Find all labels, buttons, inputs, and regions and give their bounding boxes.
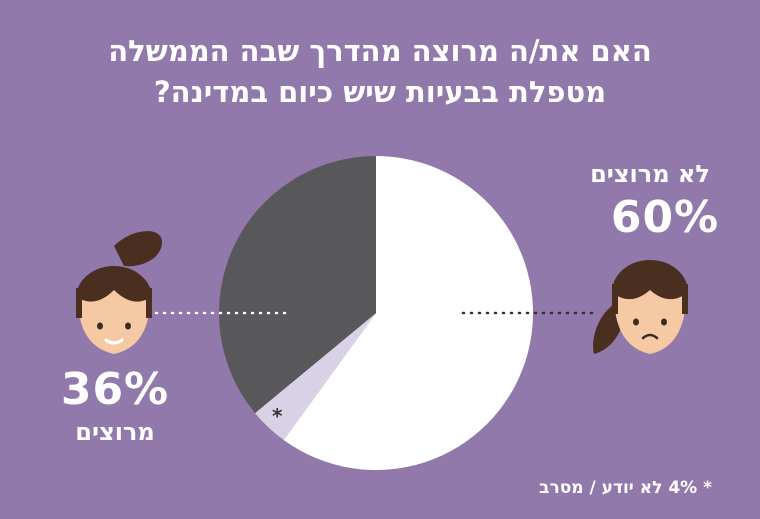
unsatisfied-percent-label: 60% [610, 192, 720, 243]
pie-slice-asterisk: * [272, 404, 283, 428]
satisfied-percent-label: 36% [60, 364, 170, 415]
unsatisfied-category-label: לא מרוצים [590, 160, 710, 188]
satisfied-face-icon [76, 231, 162, 354]
dont-know-footnote: * 4% לא יודע / מסרב [539, 478, 712, 498]
pie-slice-0 [283, 156, 533, 470]
unsatisfied-face-icon [593, 260, 688, 354]
satisfied-category-label: מרוצים [75, 418, 155, 446]
chart-title-line-2: מטפלת בבעיות שיש כיום במדינה? [153, 75, 607, 109]
chart-title-line-1: האם את/ה מרוצה מהדרך שבה הממשלה [108, 34, 652, 68]
pie-slice-2 [219, 156, 376, 414]
pie-slice-1 [255, 313, 376, 441]
